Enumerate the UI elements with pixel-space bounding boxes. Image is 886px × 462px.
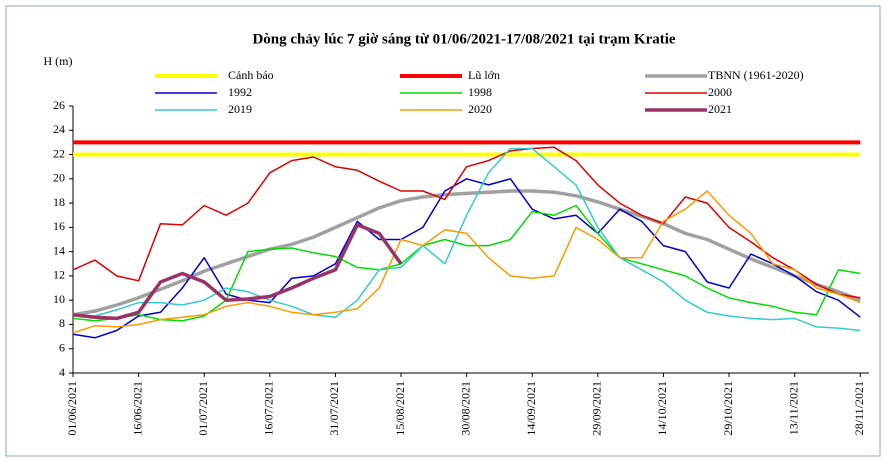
legend-label: 2000 (708, 85, 732, 99)
y-tick-label: 16 (53, 219, 65, 233)
legend-label: 2019 (228, 102, 252, 116)
legend-label: Lũ lớn (468, 68, 500, 82)
x-tick-label: 29/09/2021 (590, 381, 604, 436)
legend-label: TBNN (1961-2020) (708, 68, 804, 82)
series-line (72, 189, 861, 317)
series-line (72, 146, 861, 299)
legend-label: 2021 (708, 102, 732, 116)
y-tick-label: 26 (53, 98, 65, 112)
legend-label: Cảnh báo (228, 68, 274, 82)
y-tick-label: 22 (53, 146, 65, 160)
x-tick-label: 01/07/2021 (196, 381, 210, 436)
legend-label: 2020 (468, 102, 492, 116)
x-tick-label: 13/11/2021 (786, 381, 800, 435)
x-tick-label: 15/08/2021 (393, 381, 407, 436)
series-line (72, 190, 861, 334)
y-tick-label: 20 (53, 171, 65, 185)
y-tick-label: 18 (53, 195, 65, 209)
x-tick-label: 16/06/2021 (130, 381, 144, 436)
y-tick-label: 24 (53, 122, 65, 136)
series-line (72, 204, 861, 322)
y-tick-label: 8 (59, 316, 65, 330)
x-tick-label: 30/08/2021 (458, 381, 472, 436)
x-tick-label: 28/11/2021 (852, 381, 866, 435)
x-tick-label: 01/06/2021 (65, 381, 79, 436)
y-tick-label: 10 (53, 292, 65, 306)
x-tick-label: 14/09/2021 (524, 381, 538, 436)
x-tick-label: 14/10/2021 (655, 381, 669, 436)
series-line (72, 223, 403, 321)
y-tick-label: 4 (59, 365, 65, 379)
x-tick-label: 29/10/2021 (721, 381, 735, 436)
legend-label: 1992 (228, 85, 252, 99)
chart-title: Dòng chảy lúc 7 giờ sáng từ 01/06/2021-1… (252, 31, 675, 47)
y-axis-label: H (m) (44, 54, 73, 68)
series-line (72, 178, 861, 339)
legend-label: 1998 (468, 85, 492, 99)
y-tick-label: 14 (53, 243, 65, 257)
x-tick-label: 31/07/2021 (327, 381, 341, 436)
series-line (73, 147, 861, 332)
y-tick-label: 12 (53, 268, 65, 282)
x-tick-label: 16/07/2021 (262, 381, 276, 436)
y-tick-label: 6 (59, 340, 65, 354)
